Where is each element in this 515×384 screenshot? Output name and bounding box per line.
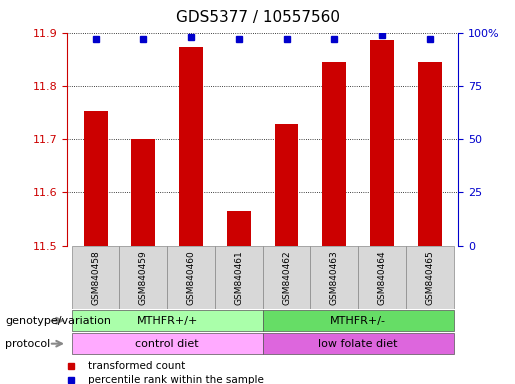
Bar <box>131 139 155 246</box>
Text: GSM840465: GSM840465 <box>425 250 434 305</box>
Text: GSM840458: GSM840458 <box>91 250 100 305</box>
Bar <box>406 246 454 309</box>
Text: protocol: protocol <box>5 339 50 349</box>
Text: control diet: control diet <box>135 339 199 349</box>
Text: GDS5377 / 10557560: GDS5377 / 10557560 <box>176 10 339 25</box>
Text: MTHFR+/+: MTHFR+/+ <box>136 316 198 326</box>
Bar <box>119 246 167 309</box>
Text: GSM840462: GSM840462 <box>282 250 291 305</box>
Text: GSM840464: GSM840464 <box>377 250 386 305</box>
Bar <box>72 333 263 354</box>
Bar <box>83 111 108 246</box>
Bar <box>72 310 263 331</box>
Bar <box>274 124 299 246</box>
Bar <box>370 40 394 246</box>
Bar <box>418 62 442 246</box>
Bar <box>215 246 263 309</box>
Text: GSM840461: GSM840461 <box>234 250 243 305</box>
Bar <box>227 211 251 246</box>
Bar <box>358 246 406 309</box>
Bar <box>322 62 346 246</box>
Text: GSM840463: GSM840463 <box>330 250 339 305</box>
Bar <box>263 310 454 331</box>
Text: GSM840459: GSM840459 <box>139 250 148 305</box>
Bar <box>72 246 119 309</box>
Text: genotype/variation: genotype/variation <box>5 316 111 326</box>
Text: percentile rank within the sample: percentile rank within the sample <box>89 375 264 384</box>
Bar <box>263 333 454 354</box>
Text: GSM840460: GSM840460 <box>186 250 196 305</box>
Bar <box>167 246 215 309</box>
Text: MTHFR+/-: MTHFR+/- <box>330 316 386 326</box>
Bar <box>179 47 203 246</box>
Text: transformed count: transformed count <box>89 361 186 371</box>
Text: low folate diet: low folate diet <box>318 339 398 349</box>
Bar <box>311 246 358 309</box>
Bar <box>263 246 311 309</box>
